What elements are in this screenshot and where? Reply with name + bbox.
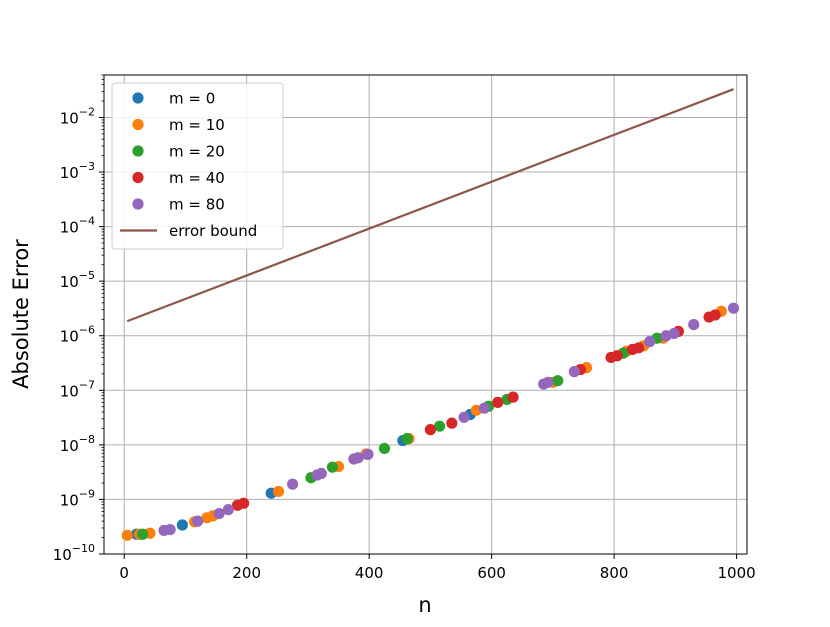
data-point bbox=[378, 442, 391, 455]
data-point bbox=[136, 528, 149, 540]
y-tick-label: 10−9 bbox=[60, 487, 95, 509]
x-tick-label: 200 bbox=[232, 564, 261, 582]
y-tick-exponent: −9 bbox=[79, 487, 95, 500]
data-point bbox=[611, 350, 623, 362]
y-tick-base: 10 bbox=[60, 491, 79, 509]
y-tick-exponent: −8 bbox=[79, 433, 95, 446]
x-tick-label: 1000 bbox=[717, 564, 755, 582]
data-point bbox=[192, 515, 204, 527]
legend-label: error bound bbox=[169, 222, 257, 240]
data-point bbox=[458, 411, 470, 423]
plot-series bbox=[121, 88, 740, 541]
y-tick-exponent: −7 bbox=[79, 378, 95, 391]
y-tick-base: 10 bbox=[60, 219, 79, 237]
data-point bbox=[164, 523, 176, 536]
data-point bbox=[542, 376, 554, 388]
data-point bbox=[688, 318, 700, 331]
y-tick-label: 10−4 bbox=[60, 215, 95, 237]
data-point bbox=[326, 461, 339, 473]
x-tick-label: 400 bbox=[355, 564, 384, 582]
y-tick-label: 10−10 bbox=[53, 542, 95, 564]
x-tick-label: 0 bbox=[119, 564, 129, 582]
y-tick-label: 10−2 bbox=[60, 105, 95, 127]
grid bbox=[104, 75, 747, 555]
y-tick-exponent: −5 bbox=[79, 269, 95, 282]
y-tick-label: 10−3 bbox=[60, 160, 95, 182]
y-tick-base: 10 bbox=[60, 437, 79, 455]
data-point bbox=[213, 508, 225, 520]
y-tick-label: 10−8 bbox=[60, 433, 95, 455]
legend-box bbox=[111, 82, 284, 250]
data-point bbox=[507, 391, 519, 403]
legend-label: m = 0 bbox=[169, 90, 215, 108]
y-tick-label: 10−6 bbox=[60, 324, 95, 346]
y-tick-label: 10−5 bbox=[60, 269, 95, 291]
data-point bbox=[492, 396, 504, 409]
plot-frame bbox=[103, 74, 748, 555]
legend-marker bbox=[132, 92, 144, 104]
y-tick-base: 10 bbox=[60, 273, 79, 291]
y-tick-exponent: −2 bbox=[79, 105, 95, 118]
data-point bbox=[727, 302, 740, 314]
legend-label: m = 10 bbox=[169, 116, 225, 134]
data-point bbox=[568, 366, 580, 378]
y-tick-label: 10−7 bbox=[60, 378, 95, 400]
legend-marker bbox=[132, 145, 144, 157]
data-point bbox=[121, 529, 133, 541]
data-point bbox=[272, 485, 285, 498]
y-tick-exponent: −4 bbox=[79, 215, 95, 228]
y-tick-base: 10 bbox=[60, 164, 79, 182]
y-tick-base: 10 bbox=[60, 109, 79, 127]
data-point bbox=[222, 504, 234, 516]
error-bound-line bbox=[126, 88, 734, 323]
y-tick-base: 10 bbox=[53, 546, 72, 564]
x-tick-label: 600 bbox=[477, 564, 506, 582]
data-point bbox=[668, 327, 680, 340]
legend-marker bbox=[132, 118, 144, 131]
legend-label: m = 80 bbox=[169, 196, 225, 214]
legend-label: m = 20 bbox=[169, 143, 225, 161]
data-point bbox=[478, 402, 490, 414]
data-point bbox=[644, 336, 656, 348]
data-point bbox=[401, 433, 413, 445]
x-axis-label: n bbox=[418, 593, 431, 617]
legend-label: m = 40 bbox=[169, 169, 225, 187]
y-tick-base: 10 bbox=[60, 382, 79, 400]
x-tick-label: 800 bbox=[600, 564, 629, 582]
data-point bbox=[176, 519, 188, 531]
legend-marker bbox=[132, 171, 144, 184]
data-point bbox=[362, 448, 374, 460]
data-point bbox=[238, 497, 250, 509]
y-tick-exponent: −3 bbox=[79, 160, 95, 173]
y-tick-exponent: −10 bbox=[72, 542, 95, 555]
y-tick-base: 10 bbox=[60, 328, 79, 346]
data-point bbox=[287, 478, 299, 490]
legend-marker bbox=[132, 198, 144, 210]
data-point bbox=[352, 452, 364, 464]
data-point bbox=[633, 342, 645, 354]
data-point bbox=[709, 309, 721, 321]
ticks: 0 200 400 600 800 100010−1010−910−810−710−610… bbox=[53, 74, 756, 582]
data-point bbox=[424, 424, 436, 436]
legend: m = 0 m = 10 m = 20 m = 40 m = 80 error bound bbox=[111, 82, 284, 250]
data-point bbox=[315, 467, 327, 479]
data-point bbox=[433, 420, 446, 432]
data-point bbox=[552, 375, 564, 387]
y-tick-exponent: −6 bbox=[79, 324, 95, 337]
y-axis-label: Absolute Error bbox=[9, 239, 33, 389]
data-point bbox=[446, 417, 458, 429]
